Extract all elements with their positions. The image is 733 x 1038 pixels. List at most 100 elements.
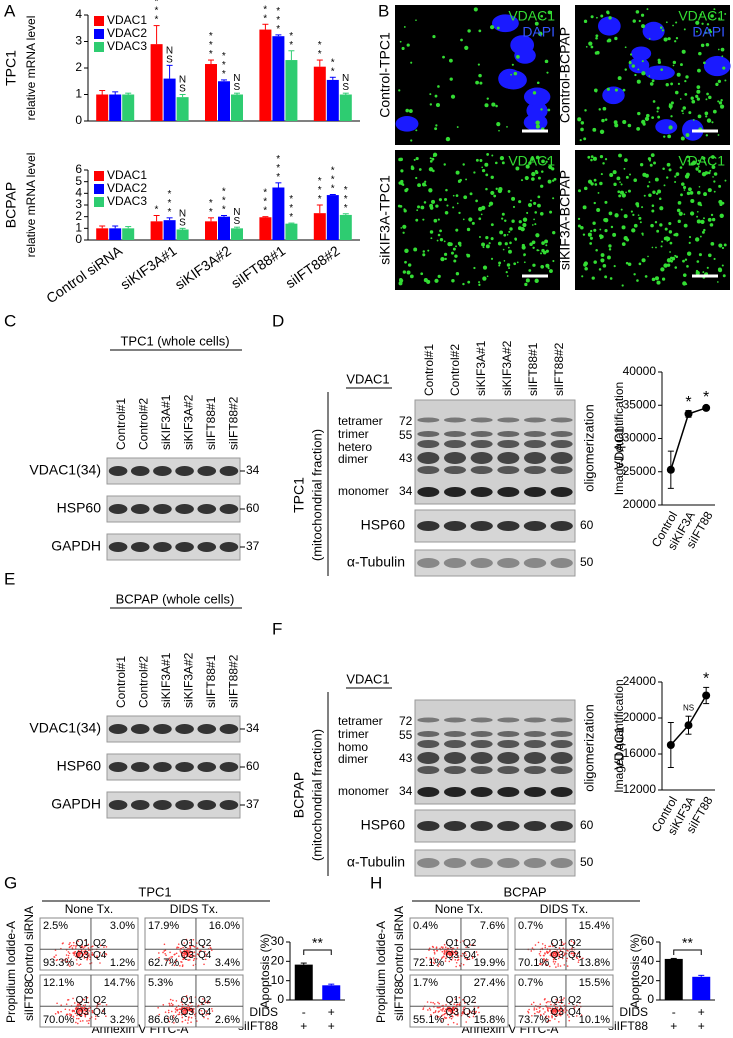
event-dot [197, 954, 200, 956]
quadrant-percent: 17.9% [148, 920, 179, 932]
event-dot [553, 1004, 555, 1006]
event-dot [450, 959, 453, 961]
legend-label: VDAC2 [107, 26, 147, 40]
quadrant-percent: 15.4% [579, 920, 610, 932]
event-dot [181, 1016, 184, 1019]
event-dot [544, 963, 547, 965]
event-dot [73, 1009, 75, 1012]
event-dot [170, 956, 172, 958]
event-dot [554, 955, 557, 958]
event-dot [568, 1002, 570, 1005]
vdac1-signal [629, 53, 633, 56]
event-dot [164, 949, 167, 951]
vdac1-signal [632, 213, 635, 217]
vdac1-signal [521, 245, 526, 250]
event-dot [72, 1016, 75, 1018]
vdac1-signal [428, 167, 434, 172]
significance: ** [205, 198, 216, 216]
quadrant-percent: 1.2% [110, 957, 135, 969]
vdac1-signal [541, 159, 545, 164]
vdac1-signal [501, 212, 505, 216]
vdac1-signal [409, 274, 414, 279]
vdac1-signal [592, 156, 597, 161]
event-dot [80, 946, 83, 948]
event-dot [539, 1010, 541, 1012]
vdac1-signal [498, 187, 503, 192]
event-dot [464, 1002, 466, 1004]
event-dot [74, 955, 77, 958]
blot-strip [106, 495, 241, 523]
vdac1-signal [463, 195, 468, 200]
event-dot [178, 1011, 181, 1014]
event-dot [83, 957, 86, 959]
event-dot [548, 1016, 550, 1018]
event-dot [473, 1010, 475, 1013]
y-axis-label: BCPAP [3, 182, 19, 228]
blot-row-label: GAPDH [51, 796, 101, 812]
panel-letter: C [4, 311, 16, 330]
vdac1-signal [589, 242, 593, 245]
event-dot [73, 954, 75, 956]
vdac1-signal [552, 197, 555, 200]
vdac1-signal [583, 261, 588, 266]
event-dot [534, 944, 537, 946]
vdac1-signal [698, 185, 701, 188]
event-dot [66, 1013, 69, 1016]
vdac1-signal [532, 91, 537, 95]
event-dot [73, 944, 75, 947]
vdac1-signal [677, 219, 681, 223]
vdac1-signal [721, 246, 725, 250]
event-dot [172, 1014, 175, 1017]
vdac1-signal [717, 48, 720, 51]
vdac1-signal [610, 225, 614, 229]
vdac1-signal [680, 193, 683, 197]
quadrant-label: Q1 [551, 995, 565, 1006]
vdac1-signal [701, 22, 704, 25]
significance: *** [151, 0, 162, 24]
vdac1-signal [622, 88, 626, 92]
event-dot [577, 961, 580, 963]
event-dot [430, 1013, 432, 1016]
event-dot [559, 949, 562, 952]
event-dot [173, 953, 176, 956]
event-dot [445, 1004, 447, 1006]
event-dot [79, 1014, 82, 1017]
row-label: siIFT88 [392, 981, 406, 1021]
nucleus [500, 70, 527, 90]
vdac1-signal [466, 253, 469, 257]
event-dot [548, 965, 551, 968]
x-table-cell: + [698, 1005, 705, 1019]
vdac1-signal [690, 163, 693, 166]
vdac1-signal [588, 41, 593, 46]
vdac1-signal [696, 162, 699, 166]
event-dot [80, 949, 83, 952]
blot-band [470, 731, 493, 737]
quadrant-percent: 5.3% [148, 977, 173, 989]
vdac1-signal [670, 101, 674, 105]
vdac1-signal [699, 235, 702, 238]
stain-label: VDAC1 [678, 153, 725, 169]
vdac1-signal [669, 241, 673, 245]
event-dot [558, 1009, 561, 1011]
vdac1-signal [717, 134, 720, 136]
event-dot [77, 940, 80, 942]
panel-letter: B [378, 1, 389, 20]
vdac1-signal [413, 158, 416, 161]
vdac1-signal [490, 175, 494, 179]
vdac1-signal [631, 64, 635, 68]
blot-band [175, 800, 194, 810]
event-dot [179, 950, 181, 952]
vdac1-signal [651, 246, 654, 249]
significance-bracket [673, 949, 702, 955]
vdac1-signal [417, 205, 421, 209]
event-dot [562, 947, 565, 950]
blot-band [153, 724, 172, 734]
vdac1-signal [596, 16, 598, 19]
event-dot [443, 1013, 446, 1015]
blot-band [523, 521, 547, 531]
nucleus [597, 16, 621, 36]
column-label: DIDS Tx. [540, 902, 588, 916]
nucleus [703, 55, 731, 77]
vdac1-signal [545, 249, 549, 253]
event-dot [71, 1010, 74, 1013]
